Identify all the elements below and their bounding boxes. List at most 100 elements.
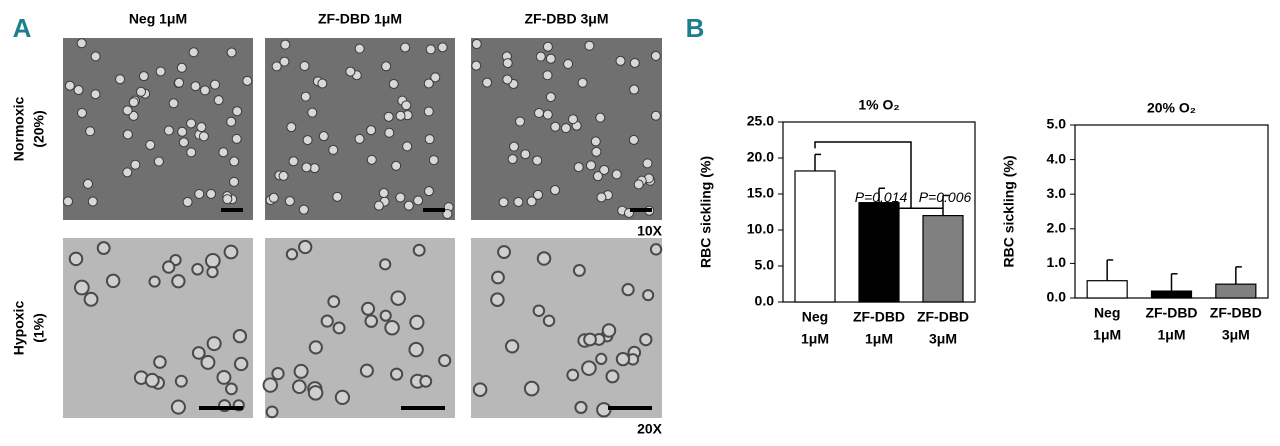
cell <box>229 156 240 167</box>
cell <box>408 341 424 358</box>
x-tick-label: 1μM <box>801 331 829 347</box>
cell <box>574 400 588 415</box>
cell <box>629 84 640 95</box>
cell <box>332 191 343 202</box>
cell <box>391 160 402 171</box>
scale-bar <box>630 208 652 212</box>
cell <box>379 309 392 322</box>
y-tick-label: 4.0 <box>1047 150 1067 166</box>
cell <box>76 38 87 49</box>
column-label: ZF-DBD 1μM <box>318 11 402 27</box>
cell <box>536 251 552 266</box>
x-tick-label: 3μM <box>929 331 957 347</box>
x-tick-label: 1μM <box>1093 327 1121 343</box>
cell <box>87 196 98 207</box>
cell <box>423 106 434 117</box>
cell <box>299 60 310 71</box>
cell <box>438 353 452 368</box>
cell <box>507 154 518 165</box>
cell <box>419 374 433 388</box>
cell <box>533 108 544 119</box>
cell <box>216 369 232 385</box>
micrograph <box>265 38 455 220</box>
y-axis-label: RBC sickling (%) <box>698 156 714 268</box>
cell <box>320 314 334 328</box>
cell <box>138 71 149 82</box>
bar <box>922 215 964 303</box>
cell <box>210 79 221 90</box>
x-tick-label: 3μM <box>1222 327 1250 343</box>
cell <box>188 47 199 58</box>
cell <box>83 291 99 307</box>
cell <box>395 192 406 203</box>
cell <box>428 155 439 166</box>
cell <box>366 125 377 136</box>
cell <box>85 126 96 137</box>
cell <box>136 86 147 97</box>
cell <box>327 295 341 308</box>
cell <box>595 112 606 123</box>
cell <box>262 377 279 393</box>
cell <box>361 301 376 316</box>
cell <box>572 264 586 277</box>
panel-label: B <box>686 13 705 43</box>
cell <box>90 51 101 62</box>
cell <box>225 382 238 396</box>
cell <box>186 118 197 129</box>
cell <box>279 56 290 67</box>
cell <box>628 134 639 145</box>
cell <box>345 66 356 77</box>
cell <box>174 77 185 88</box>
y-tick-label: 5.0 <box>1047 116 1067 132</box>
cell <box>504 339 520 354</box>
cell <box>309 163 320 174</box>
cell <box>621 283 635 297</box>
cell <box>334 389 351 405</box>
y-tick-label: 10.0 <box>747 221 774 237</box>
cell <box>115 74 126 85</box>
cell <box>145 139 156 150</box>
cell <box>168 98 179 109</box>
scale-bar <box>401 406 445 410</box>
cell <box>153 355 167 369</box>
cell <box>191 346 206 360</box>
cell <box>242 75 253 86</box>
cell <box>599 164 610 175</box>
cell <box>472 382 488 397</box>
y-axis-label: RBC sickling (%) <box>1001 155 1017 267</box>
cell <box>400 42 411 53</box>
cell <box>268 192 279 203</box>
cell <box>583 332 597 347</box>
column-label: ZF-DBD 3μM <box>525 11 609 27</box>
cell <box>76 107 87 118</box>
cell <box>383 111 394 122</box>
cell <box>198 131 209 142</box>
scale-bar <box>221 208 243 212</box>
cell <box>231 133 242 144</box>
cell <box>590 136 601 147</box>
y-tick-label: 0.0 <box>1047 289 1067 305</box>
cell <box>532 304 546 317</box>
panel-label: A <box>13 13 32 43</box>
cell <box>629 57 640 68</box>
cell <box>190 81 201 92</box>
cell <box>381 61 392 72</box>
cell <box>130 159 141 170</box>
x-tick-label: Neg <box>1094 305 1120 321</box>
y-tick-label: 1.0 <box>1047 254 1067 270</box>
row-label: (20%) <box>31 110 47 147</box>
cell <box>650 110 661 121</box>
cell <box>633 179 644 190</box>
cell <box>390 367 404 381</box>
scale-bar <box>199 406 243 410</box>
cell <box>171 274 186 289</box>
cell <box>218 147 229 158</box>
cell <box>332 321 346 335</box>
cell <box>308 340 323 355</box>
cell <box>502 74 513 85</box>
p-value: P=0.006 <box>919 189 972 205</box>
cell <box>650 50 661 61</box>
cell <box>437 42 448 53</box>
cell <box>148 275 161 288</box>
cell <box>144 372 160 388</box>
